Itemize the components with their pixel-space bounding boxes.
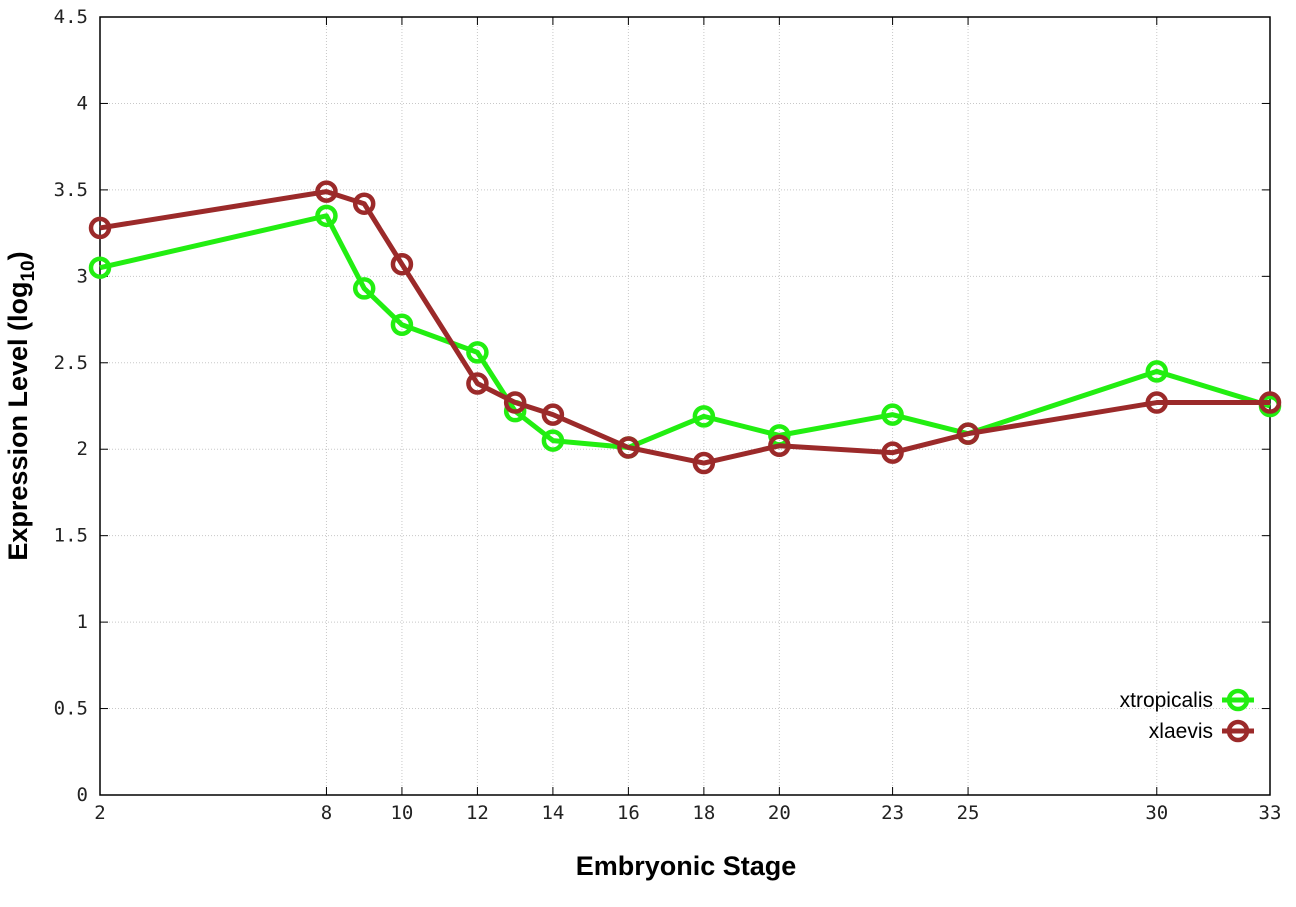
x-tick-label: 14 (541, 802, 564, 824)
x-axis-label: Embryonic Stage (576, 851, 797, 881)
y-tick-label: 2 (77, 438, 88, 460)
series-line-xlaevis (99, 189, 1270, 466)
data-point-xlaevis (315, 180, 338, 203)
data-point-xtropicalis (352, 277, 376, 300)
series-layer (88, 180, 1282, 475)
data-point-xlaevis (390, 252, 414, 276)
data-point-xlaevis (541, 403, 565, 426)
data-point-xtropicalis (692, 405, 716, 428)
legend: xtropicalis xlaevis (1120, 688, 1254, 743)
data-point-xlaevis (88, 216, 112, 240)
y-axis-label: Expression Level (log10) (3, 251, 39, 560)
data-point-xtropicalis (881, 403, 904, 426)
x-tick-label: 12 (466, 802, 489, 824)
y-tick-label: 0 (77, 784, 88, 806)
legend-marker-xlaevis (1226, 719, 1250, 743)
data-point-xtropicalis (541, 429, 565, 452)
y-tick-label: 4.5 (54, 6, 88, 28)
y-tick-label: 1.5 (54, 525, 88, 547)
data-point-xlaevis (466, 372, 489, 395)
data-point-xtropicalis (1145, 360, 1169, 383)
plot-border (99, 16, 1271, 796)
data-point-xlaevis (352, 192, 376, 215)
data-point-xlaevis (881, 441, 904, 464)
legend-marker-xtropicalis (1226, 688, 1250, 712)
grid (100, 17, 1270, 795)
y-tick-label: 0.5 (54, 698, 88, 720)
data-point-xtropicalis (88, 256, 112, 279)
data-point-xlaevis (1145, 391, 1169, 414)
data-point-xlaevis (956, 422, 980, 445)
data-point-xtropicalis (390, 313, 414, 336)
x-tick-label: 8 (321, 802, 332, 824)
data-point-xtropicalis (466, 341, 489, 364)
x-tick-label: 23 (881, 802, 904, 824)
data-point-xlaevis (617, 436, 640, 459)
x-tick-label: 33 (1259, 802, 1282, 824)
y-tick-label: 2.5 (54, 352, 88, 374)
data-point-xlaevis (503, 391, 527, 414)
legend-label-xlaevis: xlaevis (1149, 720, 1213, 743)
x-tick-label: 2 (94, 802, 105, 824)
x-tick-label: 18 (692, 802, 715, 824)
y-tick-label: 3 (77, 265, 88, 287)
data-point-xtropicalis (315, 204, 338, 228)
legend-label-xtropicalis: xtropicalis (1120, 689, 1213, 712)
x-tick-label: 25 (957, 802, 980, 824)
y-tick-label: 4 (77, 92, 88, 114)
x-tick-label: 10 (390, 802, 413, 824)
x-tick-label: 30 (1145, 802, 1168, 824)
x-tick-label: 20 (768, 802, 791, 824)
data-point-xlaevis (692, 451, 716, 475)
x-tick-label: 16 (617, 802, 640, 824)
y-tick-label: 3.5 (54, 179, 88, 201)
data-point-xlaevis (1258, 391, 1282, 414)
data-point-xlaevis (768, 434, 791, 458)
axes: 0 0.5 1 1.5 2 2.5 3 3.5 4 4.5 2 8 10 12 14 16 18 20 23 25 30… (54, 6, 1282, 824)
y-tick-label: 1 (77, 611, 88, 633)
